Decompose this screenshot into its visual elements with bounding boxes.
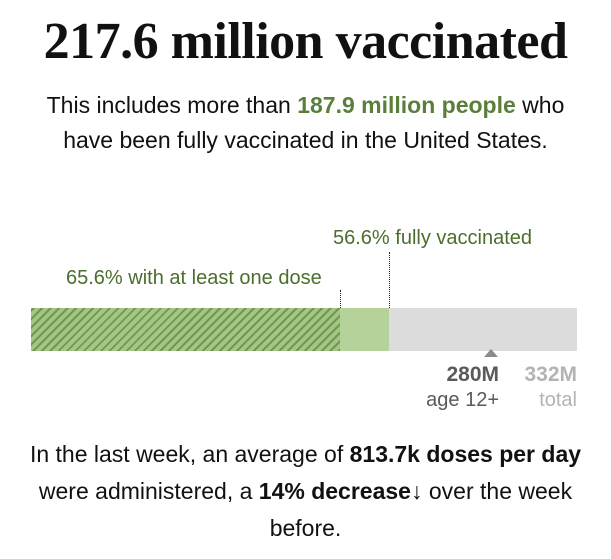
- fully-vaccinated-count: 187.9 million people: [297, 92, 516, 118]
- fully-vaccinated-label: 56.6% fully vaccinated: [333, 227, 533, 249]
- down-arrow-icon: ↓: [410, 478, 423, 504]
- eligible-population-label: age 12+: [426, 389, 499, 411]
- summary-text-1: In the last week, an average of: [29, 441, 350, 467]
- headline: 217.6 million vaccinated: [43, 13, 568, 70]
- triangle-marker-icon: [484, 349, 498, 357]
- summary-text-3: over the week before.: [269, 478, 573, 541]
- one-dose-label: 65.6% with at least one dose: [66, 267, 322, 289]
- fully-vaccinated-segment: [31, 308, 341, 351]
- subtitle-trail-text: who have been fully vaccinated in the Un…: [63, 92, 565, 153]
- total-population-value: 332M: [524, 363, 577, 386]
- subtitle: This includes more than 187.9 million pe…: [20, 88, 591, 158]
- vaccination-progress-bar: [31, 308, 577, 351]
- total-population-label: total: [539, 389, 577, 411]
- weekly-change-value: 14% decrease: [258, 478, 411, 504]
- weekly-summary: In the last week, an average of 813.7k d…: [14, 436, 597, 547]
- total-population: 332M total: [0, 362, 577, 413]
- summary-text-2: were administered, a: [38, 478, 259, 504]
- daily-doses-value: 813.7k doses per day: [349, 441, 582, 467]
- fully-vaccinated-tick: [340, 290, 341, 308]
- one-dose-tick: [389, 252, 390, 308]
- eligible-population-value: 280M: [446, 363, 499, 386]
- eligible-population: 280M age 12+: [0, 362, 499, 413]
- subtitle-lead-text: This includes more than: [46, 92, 298, 118]
